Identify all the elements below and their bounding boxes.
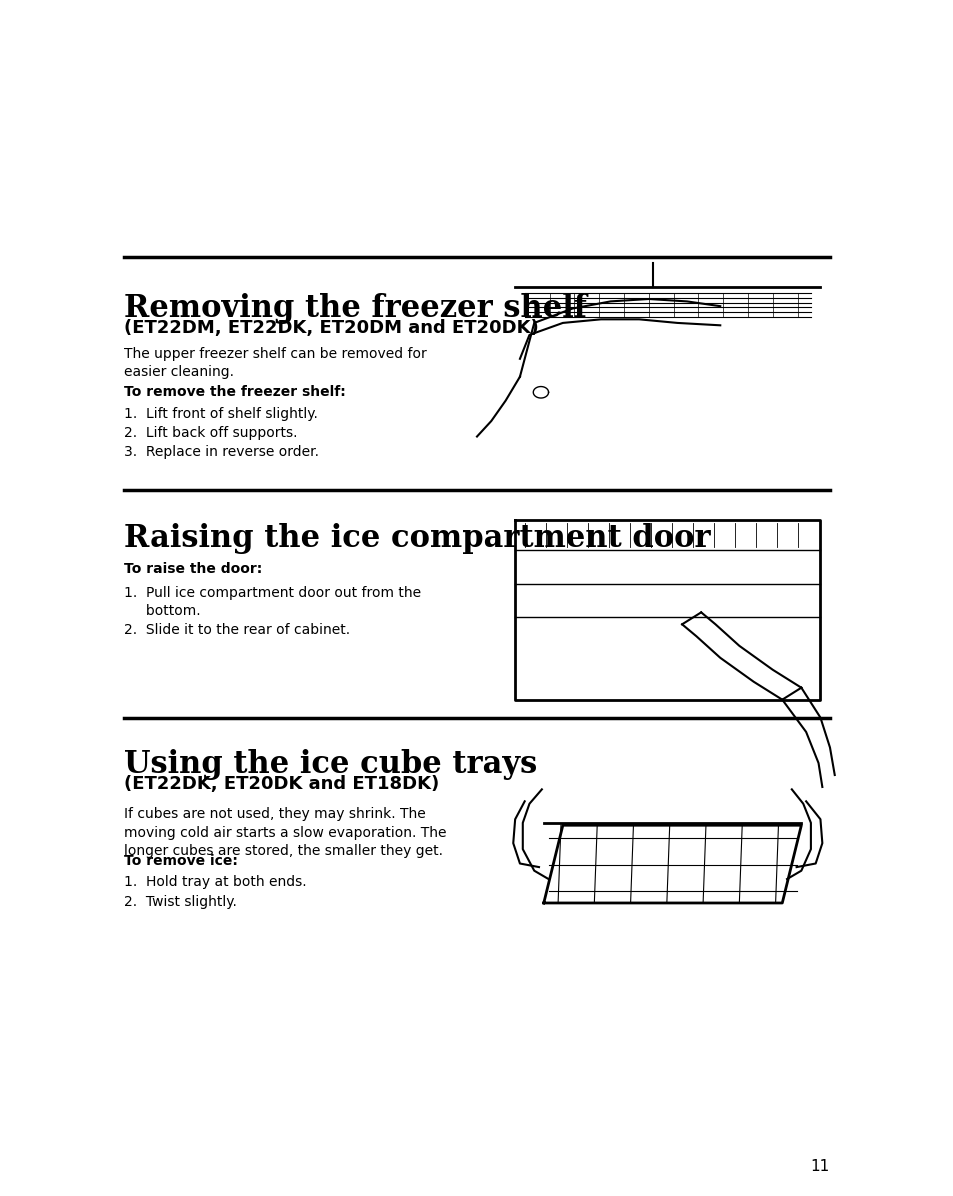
Text: (ET22DM, ET22DK, ET20DM and ET20DK): (ET22DM, ET22DK, ET20DM and ET20DK) <box>124 319 538 337</box>
Text: To raise the door:: To raise the door: <box>124 562 262 576</box>
Text: To remove ice:: To remove ice: <box>124 854 237 868</box>
Text: 3.  Replace in reverse order.: 3. Replace in reverse order. <box>124 445 318 459</box>
Text: 1.  Lift front of shelf slightly.: 1. Lift front of shelf slightly. <box>124 407 317 421</box>
Text: Removing the freezer shelf: Removing the freezer shelf <box>124 293 586 324</box>
Text: (ET22DK, ET20DK and ET18DK): (ET22DK, ET20DK and ET18DK) <box>124 775 438 793</box>
Text: 1.  Hold tray at both ends.: 1. Hold tray at both ends. <box>124 875 306 890</box>
Text: 2.  Slide it to the rear of cabinet.: 2. Slide it to the rear of cabinet. <box>124 623 350 637</box>
Text: 2.  Twist slightly.: 2. Twist slightly. <box>124 895 236 909</box>
Text: 2.  Lift back off supports.: 2. Lift back off supports. <box>124 426 297 440</box>
Text: To remove the freezer shelf:: To remove the freezer shelf: <box>124 385 345 399</box>
Text: 1.  Pull ice compartment door out from the
     bottom.: 1. Pull ice compartment door out from th… <box>124 586 420 618</box>
Text: If cubes are not used, they may shrink. The
moving cold air starts a slow evapor: If cubes are not used, they may shrink. … <box>124 807 446 858</box>
Text: 11: 11 <box>810 1159 829 1174</box>
Text: Using the ice cube trays: Using the ice cube trays <box>124 749 537 780</box>
Text: Raising the ice compartment door: Raising the ice compartment door <box>124 523 710 554</box>
Text: The upper freezer shelf can be removed for
easier cleaning.: The upper freezer shelf can be removed f… <box>124 347 426 379</box>
